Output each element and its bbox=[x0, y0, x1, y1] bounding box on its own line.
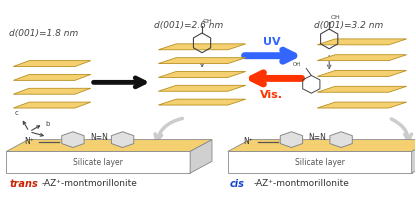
Polygon shape bbox=[13, 61, 91, 67]
Text: N=N: N=N bbox=[90, 133, 108, 142]
Polygon shape bbox=[411, 140, 416, 173]
Polygon shape bbox=[111, 132, 134, 148]
Polygon shape bbox=[13, 88, 91, 94]
Polygon shape bbox=[330, 132, 352, 148]
Text: -AZ⁺-montmorillonite: -AZ⁺-montmorillonite bbox=[254, 179, 349, 188]
Text: N⁺: N⁺ bbox=[243, 137, 253, 146]
Polygon shape bbox=[280, 132, 302, 148]
Text: N⁺: N⁺ bbox=[24, 137, 34, 146]
Polygon shape bbox=[190, 140, 212, 173]
Polygon shape bbox=[6, 151, 190, 173]
Polygon shape bbox=[228, 151, 411, 173]
Polygon shape bbox=[317, 86, 407, 92]
Polygon shape bbox=[6, 140, 212, 151]
Polygon shape bbox=[158, 72, 246, 77]
Text: a: a bbox=[49, 139, 53, 145]
Text: b: b bbox=[45, 121, 50, 127]
Polygon shape bbox=[62, 132, 84, 148]
Text: c: c bbox=[15, 110, 18, 116]
Text: trans: trans bbox=[9, 179, 38, 189]
Text: UV: UV bbox=[263, 37, 280, 47]
Text: Vis.: Vis. bbox=[260, 90, 283, 100]
Text: d(001)=3.2 nm: d(001)=3.2 nm bbox=[314, 21, 384, 30]
Polygon shape bbox=[13, 102, 91, 108]
Text: OH: OH bbox=[330, 15, 340, 20]
Polygon shape bbox=[158, 99, 246, 105]
Polygon shape bbox=[158, 44, 246, 50]
Polygon shape bbox=[158, 85, 246, 91]
Text: N=N: N=N bbox=[308, 133, 326, 142]
Text: -AZ⁺-montmorillonite: -AZ⁺-montmorillonite bbox=[41, 179, 137, 188]
Text: Silicate layer: Silicate layer bbox=[295, 158, 345, 167]
Polygon shape bbox=[317, 70, 407, 76]
Text: cis: cis bbox=[230, 179, 245, 189]
Polygon shape bbox=[317, 102, 407, 108]
Polygon shape bbox=[13, 74, 91, 80]
Text: Silicate layer: Silicate layer bbox=[73, 158, 123, 167]
Text: d(001)=1.8 nm: d(001)=1.8 nm bbox=[9, 29, 79, 38]
Polygon shape bbox=[158, 58, 246, 64]
Polygon shape bbox=[317, 55, 407, 61]
Polygon shape bbox=[317, 39, 407, 45]
Text: OH: OH bbox=[293, 62, 301, 67]
Polygon shape bbox=[228, 140, 416, 151]
Text: d(001)=2.6 nm: d(001)=2.6 nm bbox=[154, 21, 224, 30]
Text: OH: OH bbox=[203, 19, 213, 24]
